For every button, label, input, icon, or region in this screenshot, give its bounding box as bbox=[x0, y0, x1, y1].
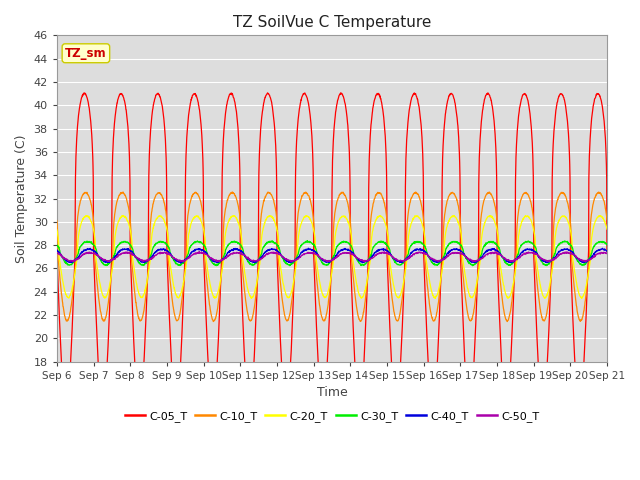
Legend: C-05_T, C-10_T, C-20_T, C-30_T, C-40_T, C-50_T: C-05_T, C-10_T, C-20_T, C-30_T, C-40_T, … bbox=[120, 407, 543, 426]
X-axis label: Time: Time bbox=[317, 386, 348, 399]
Y-axis label: Soil Temperature (C): Soil Temperature (C) bbox=[15, 134, 28, 263]
Title: TZ SoilVue C Temperature: TZ SoilVue C Temperature bbox=[233, 15, 431, 30]
Text: TZ_sm: TZ_sm bbox=[65, 47, 107, 60]
